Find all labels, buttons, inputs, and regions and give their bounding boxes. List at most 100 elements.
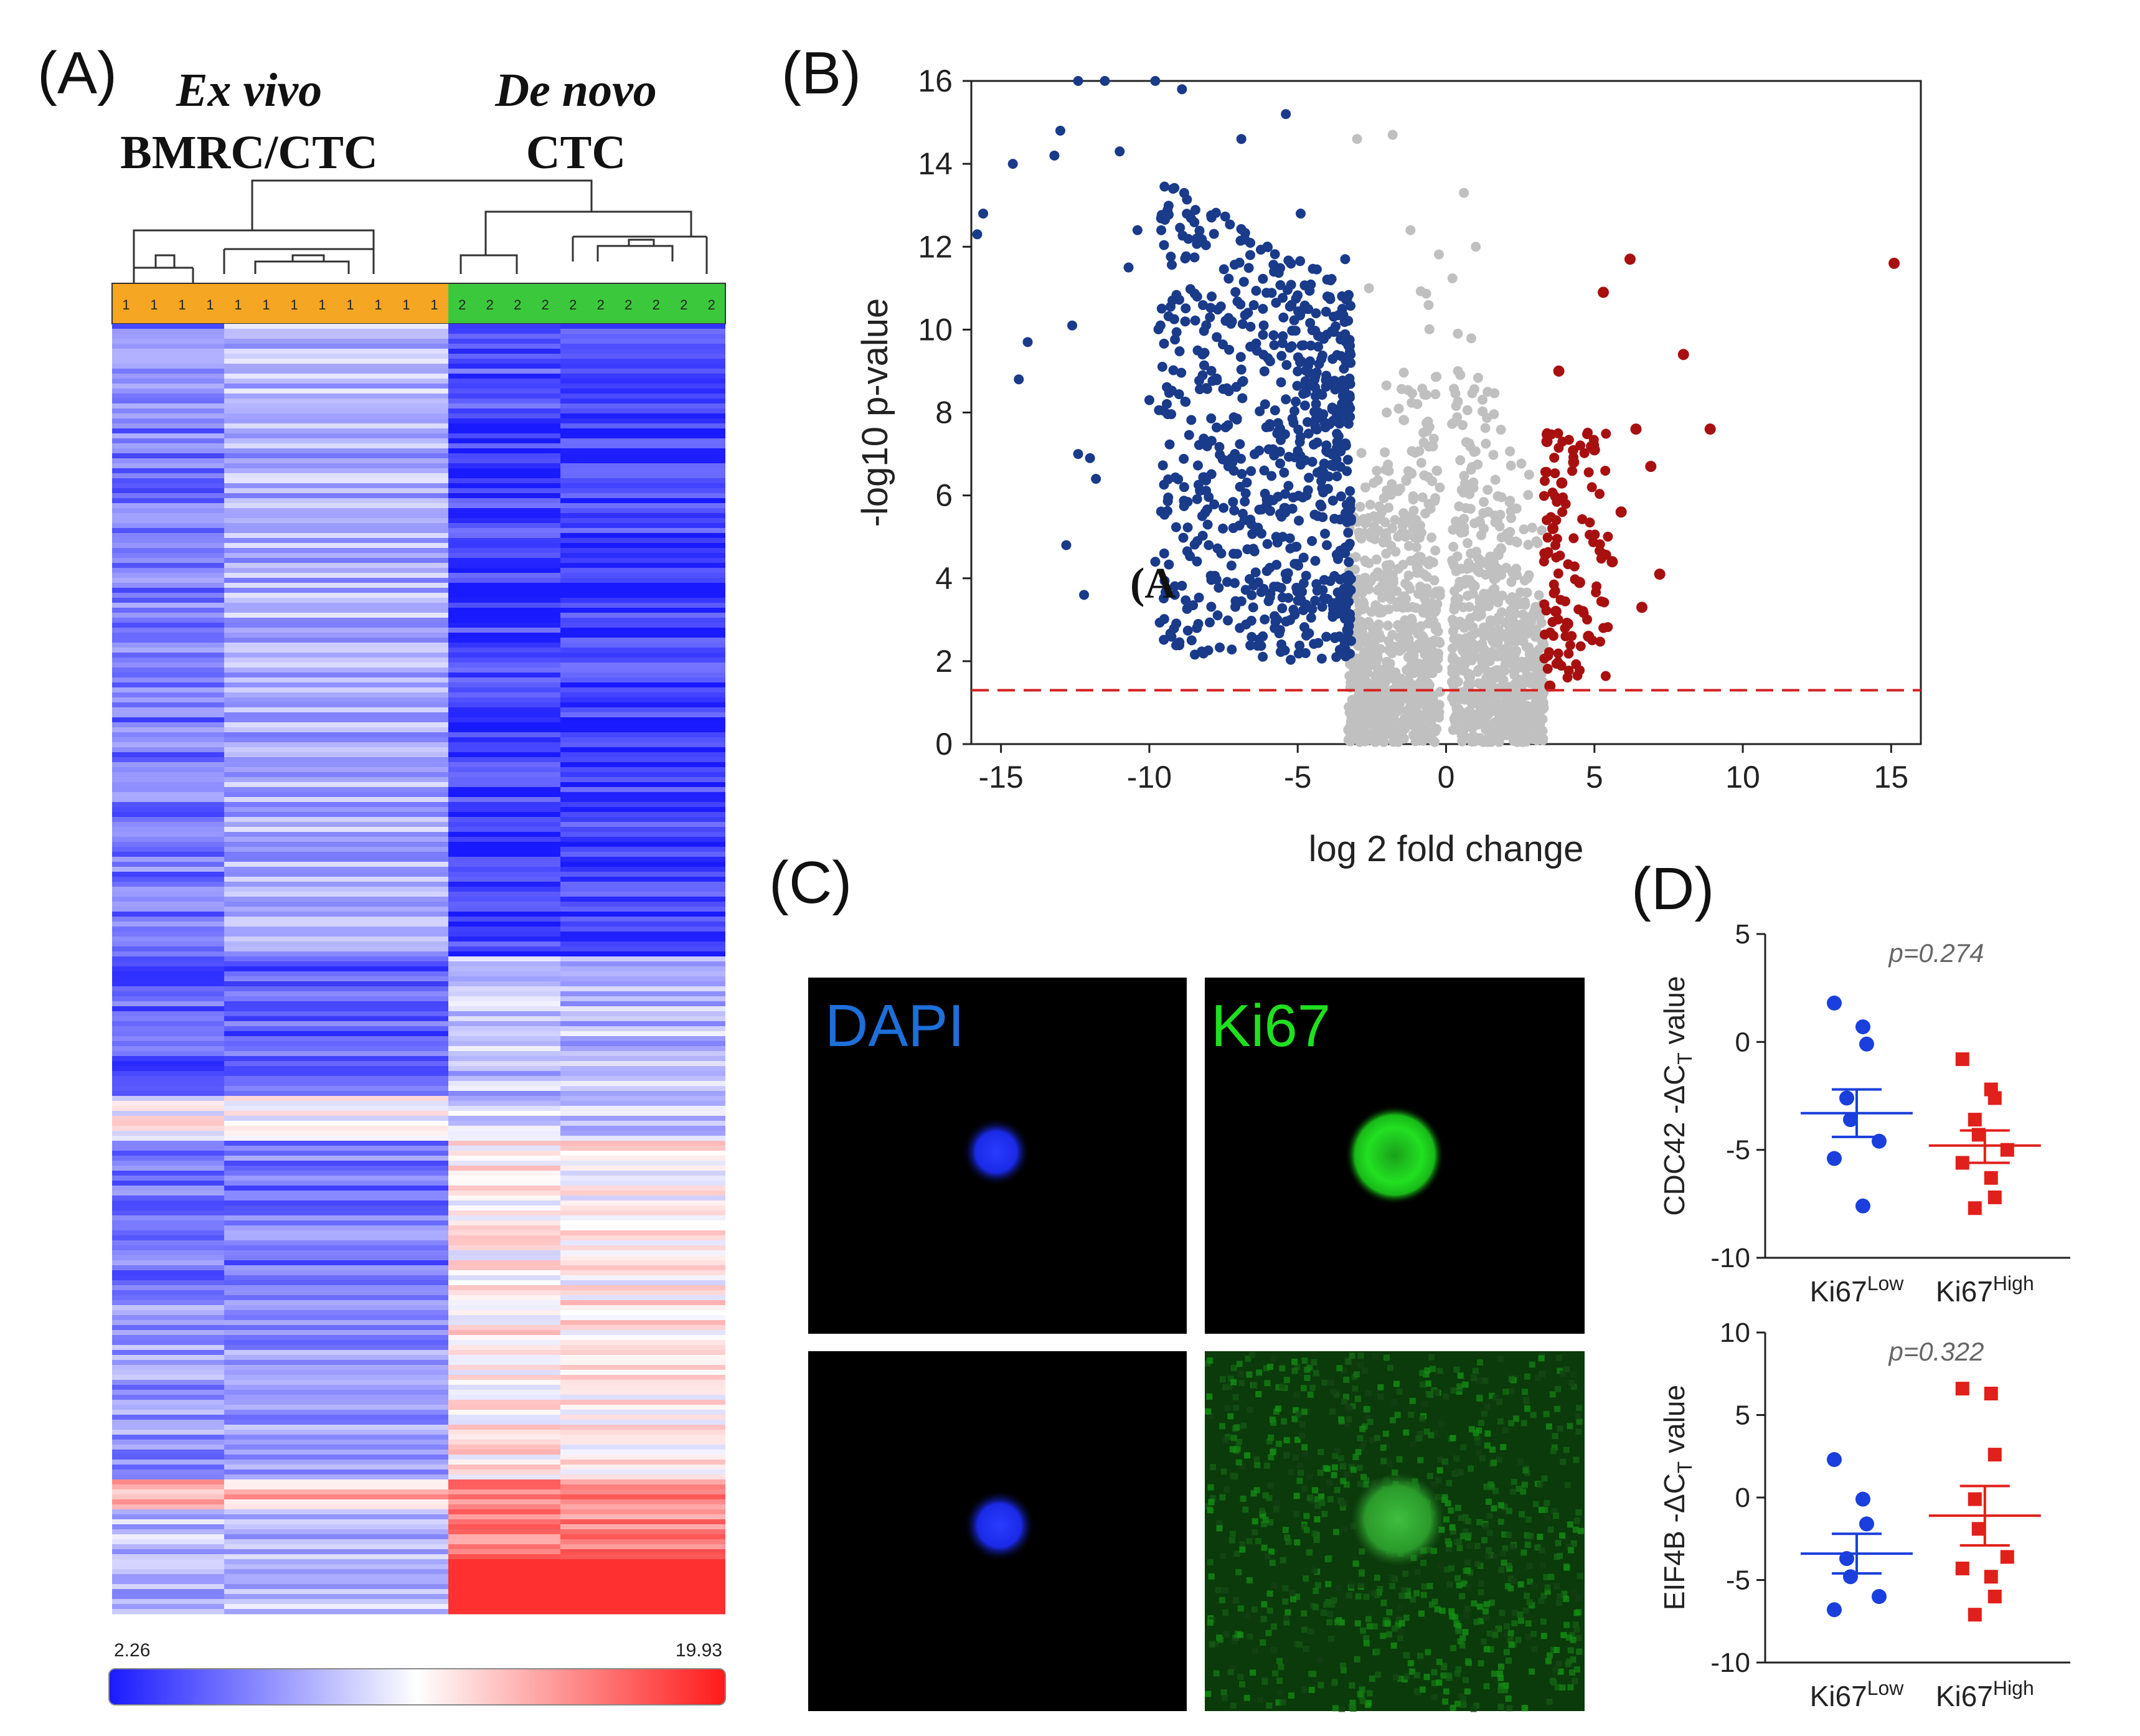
data-point-low	[1827, 1452, 1842, 1468]
noise-pixel	[1222, 1695, 1228, 1702]
x-tick-label: 5	[1586, 760, 1603, 795]
heatmap-cell	[448, 1031, 560, 1037]
heatmap-cell	[448, 1350, 560, 1356]
gene-point-ns	[1375, 633, 1386, 643]
noise-pixel	[1423, 1428, 1430, 1435]
gene-point-up	[1543, 651, 1553, 661]
heatmap-cell	[448, 1445, 560, 1450]
noise-pixel	[1567, 1423, 1573, 1430]
gene-point-down	[1156, 303, 1167, 314]
gene-point-ns	[1522, 573, 1533, 583]
noise-pixel	[1507, 1630, 1514, 1636]
gene-point-down	[1205, 303, 1216, 313]
heatmap-cell	[112, 598, 224, 603]
heatmap-cell	[112, 842, 224, 847]
noise-pixel	[1207, 1357, 1214, 1364]
heatmap-cell	[560, 1325, 725, 1331]
data-point-high	[1987, 1190, 2002, 1204]
gene-point-ns	[1394, 705, 1405, 715]
noise-pixel	[1230, 1379, 1237, 1385]
gene-point-down	[1307, 456, 1317, 467]
gene-point-down	[1206, 413, 1217, 424]
heatmap-cell	[112, 882, 224, 887]
noise-pixel	[1229, 1446, 1236, 1453]
gene-point-ns	[1403, 540, 1414, 551]
noise-pixel	[1575, 1635, 1582, 1641]
noise-pixel	[1428, 1392, 1435, 1399]
heatmap-cell	[112, 1315, 224, 1321]
gene-point-ns	[1357, 664, 1368, 674]
heatmap-cell	[448, 1425, 560, 1430]
noise-pixel	[1444, 1566, 1451, 1573]
heatmap-cell	[448, 1395, 560, 1400]
gene-point-ns	[1521, 641, 1532, 652]
heatmap-cell	[448, 498, 560, 504]
gene-point-ns	[1506, 577, 1517, 587]
noise-pixel	[1544, 1584, 1551, 1591]
heatmap-cell	[224, 498, 448, 504]
gene-point-down	[1309, 509, 1320, 520]
heatmap-cell	[224, 1524, 448, 1530]
gene-point-up	[1596, 554, 1606, 564]
noise-pixel	[1320, 1610, 1327, 1616]
noise-pixel	[1380, 1633, 1387, 1639]
heatmap-cell	[112, 1494, 224, 1500]
heatmap-cell	[448, 1539, 560, 1545]
noise-pixel	[1358, 1445, 1365, 1452]
gene-point-ns	[1418, 427, 1429, 438]
gene-point-down	[1204, 617, 1215, 628]
noise-pixel	[1419, 1369, 1426, 1376]
noise-pixel	[1470, 1705, 1477, 1712]
heatmap-cell	[224, 403, 448, 409]
heatmap-cell	[560, 1474, 725, 1480]
gene-point-ns	[1480, 423, 1491, 433]
noise-pixel	[1415, 1435, 1422, 1442]
heatmap-cell	[560, 847, 725, 852]
gene-point-down	[1271, 532, 1281, 542]
heatmap-cell	[560, 1041, 725, 1047]
heatmap-cell	[112, 1181, 224, 1186]
gene-point-down	[1235, 453, 1246, 464]
gene-point-down	[1255, 245, 1266, 255]
heatmap-cell	[560, 1594, 725, 1600]
heatmap-cell	[224, 1360, 448, 1366]
gene-point-up	[1542, 532, 1553, 543]
noise-pixel	[1517, 1611, 1524, 1618]
noise-pixel	[1417, 1456, 1424, 1463]
noise-pixel	[1383, 1617, 1390, 1624]
noise-pixel	[1243, 1694, 1250, 1701]
heatmap-cell	[224, 1245, 448, 1251]
gene-point-down	[1186, 415, 1197, 425]
gene-point-down	[1326, 273, 1337, 284]
gene-point-up	[1579, 448, 1590, 458]
noise-pixel	[1233, 1424, 1240, 1431]
heatmap-cell	[560, 1051, 725, 1057]
noise-pixel	[1539, 1370, 1546, 1377]
heatmap-cell	[448, 712, 560, 718]
noise-pixel	[1438, 1420, 1445, 1427]
heatmap-cell	[224, 478, 448, 484]
heatmap-cell	[560, 1554, 725, 1560]
gene-point-ns	[1482, 484, 1493, 495]
gene-point-down	[1202, 441, 1212, 451]
gene-point-ns	[1430, 493, 1441, 503]
data-point-low	[1843, 1112, 1858, 1128]
heatmap-cell	[224, 488, 448, 494]
heatmap-cell	[224, 717, 448, 723]
heatmap-cell	[112, 468, 224, 474]
heatmap-cell	[224, 922, 448, 927]
heatmap-cell	[448, 658, 560, 663]
noise-pixel	[1534, 1544, 1541, 1551]
heatmap-cell	[448, 468, 560, 474]
noise-pixel	[1410, 1441, 1416, 1448]
gene-point-ns	[1420, 508, 1431, 519]
gene-point-ns	[1448, 652, 1458, 663]
noise-pixel	[1261, 1521, 1268, 1527]
gene-point-down	[1157, 460, 1168, 471]
noise-pixel	[1255, 1538, 1261, 1545]
heatmap-cell	[112, 1469, 224, 1475]
group1-title-line1: Ex vivo	[176, 64, 322, 116]
heatmap-cell	[448, 1275, 560, 1281]
gene-point-down	[1339, 363, 1349, 374]
noise-pixel	[1573, 1610, 1580, 1616]
